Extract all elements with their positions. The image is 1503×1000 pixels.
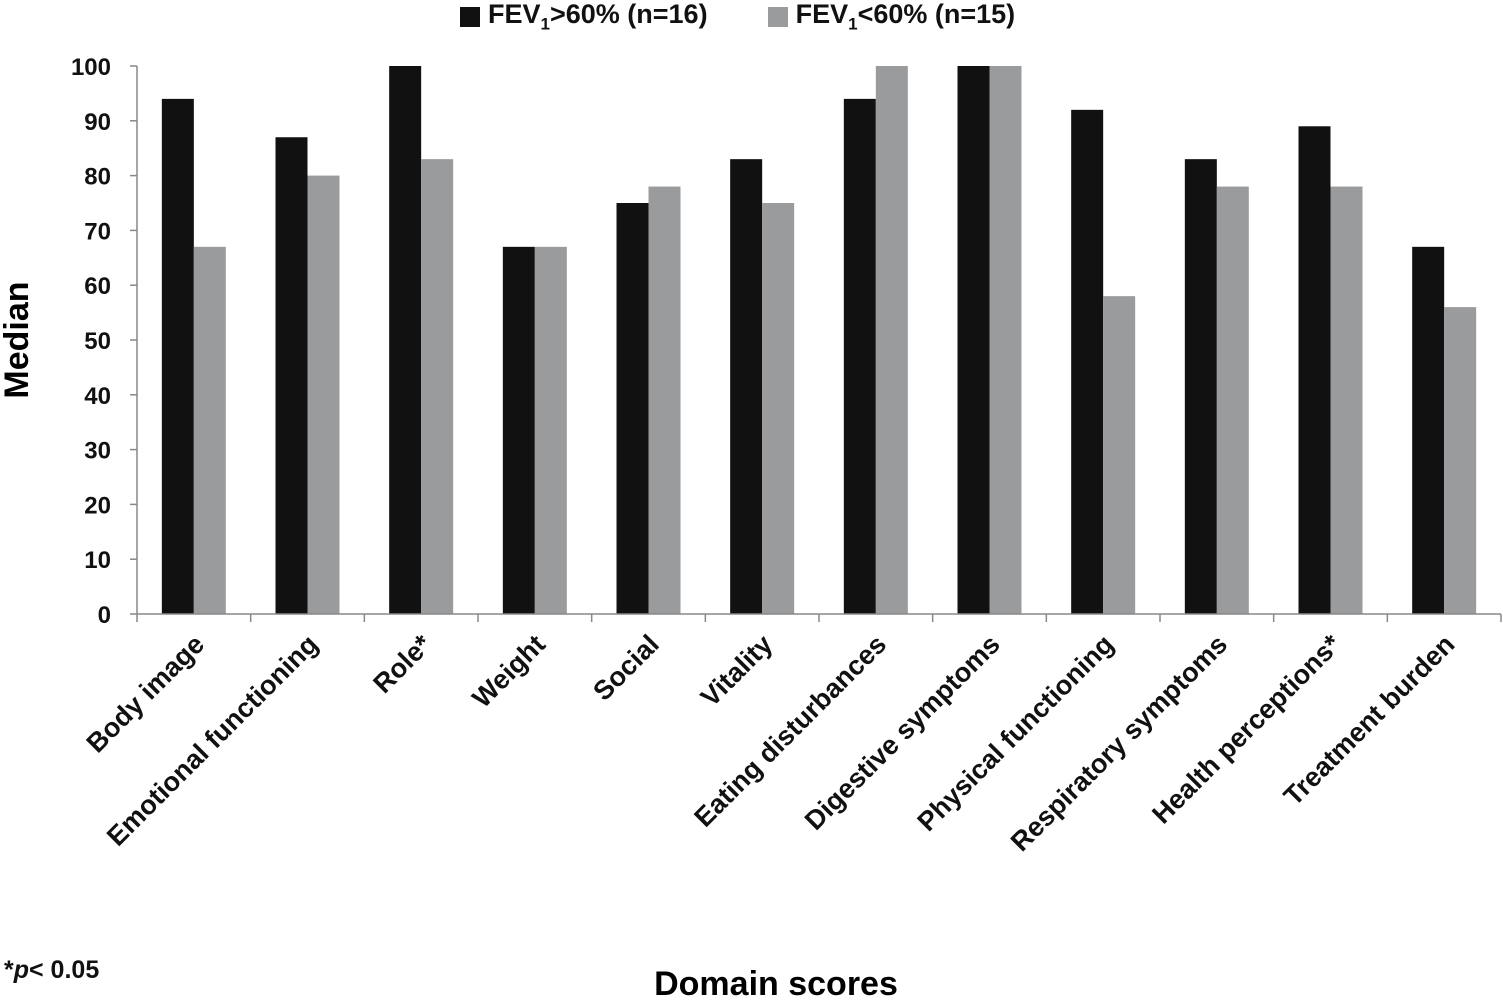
bar-series-1 bbox=[1184, 159, 1217, 614]
x-axis-title: Domain scores bbox=[654, 965, 898, 1000]
legend-swatch-series-2 bbox=[767, 7, 788, 27]
bar-series-1 bbox=[957, 66, 990, 614]
bar-series-1 bbox=[275, 137, 308, 615]
bar-series-1 bbox=[389, 66, 422, 614]
legend-item-series-2: FEV1<60% (n=15) bbox=[767, 0, 1016, 35]
legend-label-series-2: FEV1<60% (n=15) bbox=[795, 0, 1016, 34]
bar-series-1 bbox=[1412, 246, 1445, 614]
bar-series-1 bbox=[730, 159, 763, 614]
y-tick-label: 100 bbox=[71, 54, 111, 81]
x-tick-label: Vitality bbox=[695, 629, 778, 712]
legend-label-series-1: FEV1>60% (n=16) bbox=[488, 0, 708, 34]
bar-series-1 bbox=[843, 98, 876, 614]
y-tick-label: 70 bbox=[84, 218, 111, 245]
bar-series-2 bbox=[648, 186, 681, 614]
bar-series-1 bbox=[1298, 126, 1331, 614]
y-tick-label: 40 bbox=[84, 383, 111, 410]
bar-series-2 bbox=[762, 203, 795, 614]
x-tick-label: Role* bbox=[367, 629, 437, 699]
x-tick-label: Body image bbox=[81, 629, 210, 758]
bar-series-2 bbox=[193, 246, 226, 614]
bar-series-2 bbox=[421, 159, 454, 614]
bar-series-2 bbox=[875, 66, 908, 614]
legend-swatch-series-1 bbox=[460, 7, 480, 27]
bar-series-1 bbox=[161, 98, 194, 614]
bar-series-1 bbox=[1071, 109, 1104, 614]
bar-series-2 bbox=[534, 246, 567, 614]
x-tick-label: Digestive symptoms bbox=[799, 629, 1006, 836]
bar-series-1 bbox=[502, 246, 535, 614]
y-tick-label: 20 bbox=[84, 492, 111, 519]
x-tick-label: Weight bbox=[467, 629, 551, 713]
bar-series-2 bbox=[1330, 186, 1363, 614]
bar-series-1 bbox=[616, 203, 649, 614]
significance-footnote: *p< 0.05 bbox=[4, 956, 100, 984]
x-tick-label: Health perceptions* bbox=[1146, 629, 1347, 830]
bar-series-2 bbox=[989, 66, 1022, 614]
bar-series-2 bbox=[1216, 186, 1249, 614]
y-tick-label: 80 bbox=[84, 164, 111, 191]
y-tick-label: 0 bbox=[98, 602, 111, 629]
x-tick-label: Physical functioning bbox=[911, 629, 1119, 837]
x-tick-label: Respiratory symptoms bbox=[1005, 629, 1233, 857]
x-tick-label: Eating disturbances bbox=[688, 629, 892, 833]
legend-item-series-1: FEV1>60% (n=16) bbox=[460, 0, 708, 35]
bars-group bbox=[161, 66, 1477, 615]
bar-series-2 bbox=[1444, 307, 1477, 614]
chart-legend: FEV1>60% (n=16) FEV1<60% (n=15) bbox=[460, 0, 1075, 34]
y-tick-label: 90 bbox=[84, 109, 111, 136]
x-tick-label: Emotional functioning bbox=[101, 629, 324, 852]
y-axis-title: Median bbox=[0, 281, 36, 398]
y-tick-label: 60 bbox=[84, 273, 111, 300]
bar-series-2 bbox=[1103, 296, 1136, 614]
y-tick-label: 50 bbox=[84, 328, 111, 355]
x-tick-label: Social bbox=[587, 629, 664, 706]
y-tick-label: 30 bbox=[84, 438, 111, 465]
y-tick-label: 10 bbox=[84, 547, 111, 574]
bar-series-2 bbox=[307, 175, 340, 614]
